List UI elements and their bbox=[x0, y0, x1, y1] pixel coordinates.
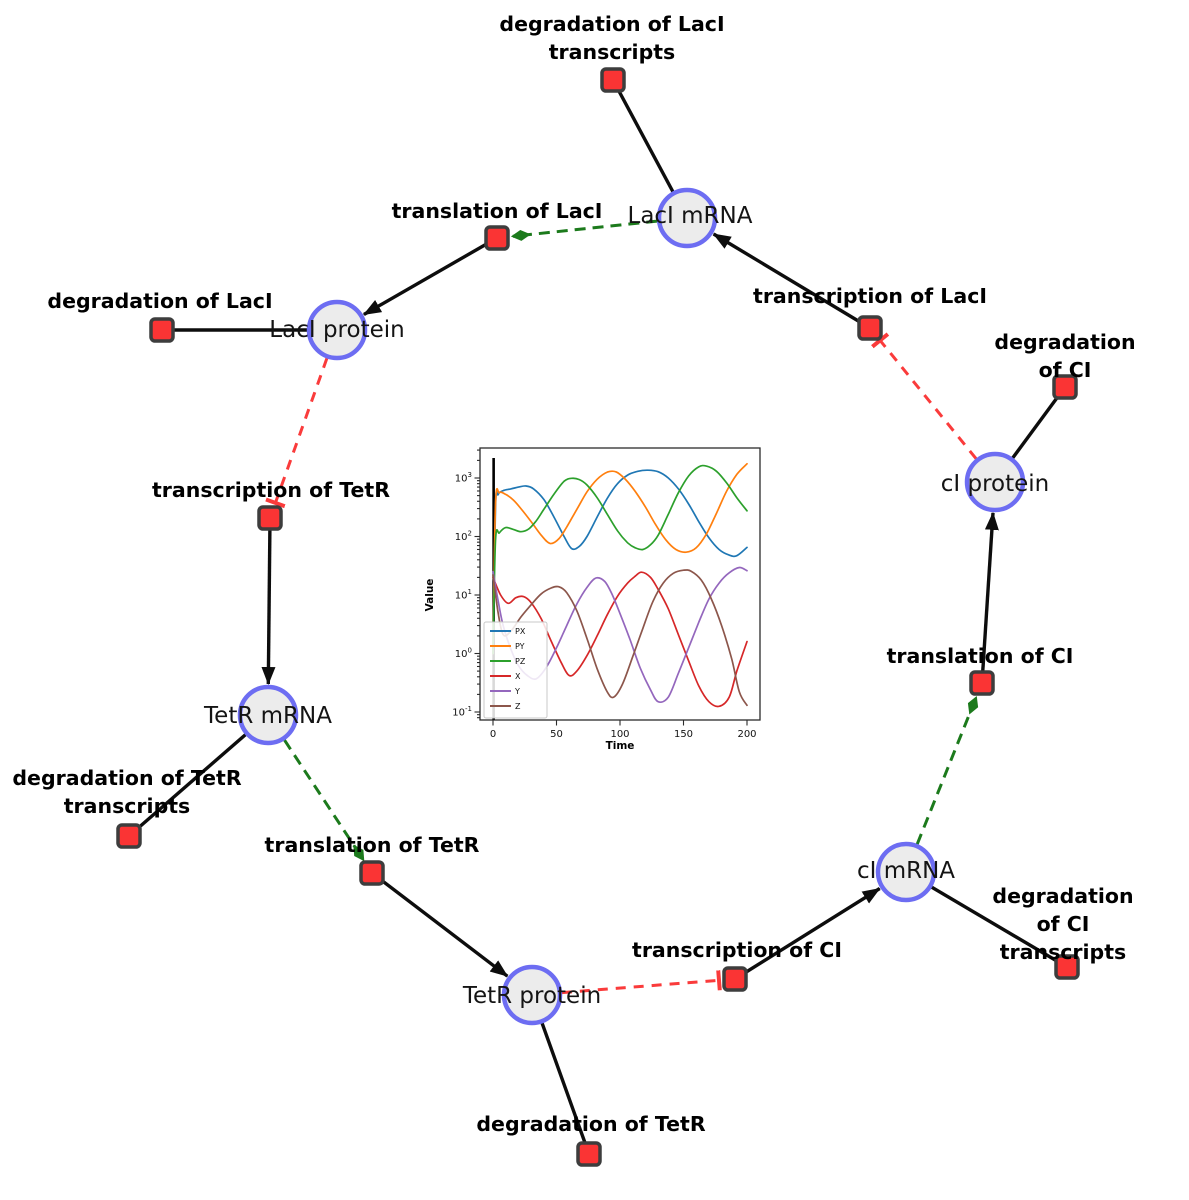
reaction-node-transcription-ci[interactable] bbox=[722, 966, 748, 992]
chart-x-axis-label: Time bbox=[606, 740, 635, 752]
species-node-ci-protein[interactable] bbox=[964, 451, 1026, 513]
reaction-node-degradation-tetr-transcripts[interactable] bbox=[116, 823, 142, 849]
chart-y-tick-label: 101 bbox=[455, 588, 472, 602]
edge-transcription-tetr-to-mrna bbox=[261, 517, 276, 685]
timecourse-inset-chart: 0 50 100 150 200 10-1 100 101 102 103 PX PY PZ XYZ T… bbox=[424, 447, 761, 752]
reaction-node-degradation-ci-transcripts[interactable] bbox=[1054, 954, 1080, 980]
reaction-node-degradation-tetr[interactable] bbox=[576, 1141, 602, 1167]
edge-lacimrna-modifies-translation bbox=[510, 219, 658, 241]
chart-y-axis-label: Value bbox=[424, 579, 436, 612]
chart-legend-label-Z: Z bbox=[515, 702, 521, 711]
chart-x-tick-label: 100 bbox=[610, 729, 629, 740]
chart-y-tick-label: 103 bbox=[455, 471, 472, 485]
chart-x-tick-label: 0 bbox=[490, 729, 496, 740]
chart-x-tick-label: 50 bbox=[550, 729, 563, 740]
chart-x-tick-label: 200 bbox=[737, 729, 756, 740]
chart-legend-label-PX: PX bbox=[515, 627, 526, 636]
chart-curve-PX bbox=[492, 469, 748, 655]
chart-curve-PY bbox=[492, 462, 748, 655]
chart-y-tick-label: 10-1 bbox=[452, 705, 472, 719]
species-node-laci-mrna[interactable] bbox=[656, 187, 718, 249]
edge-translation-ci-to-protein bbox=[980, 511, 999, 684]
reaction-node-degradation-ci[interactable] bbox=[1052, 374, 1078, 400]
chart-curve-X bbox=[492, 571, 748, 708]
chart-legend: PX PY PZ XYZ bbox=[483, 621, 548, 719]
reaction-node-translation-laci[interactable] bbox=[484, 225, 510, 251]
reaction-node-transcription-tetr[interactable] bbox=[257, 505, 283, 531]
edge-translation-tetr-to-protein bbox=[370, 871, 509, 978]
chart-legend-label-X: X bbox=[515, 672, 521, 681]
edge-transcription-ci-to-mrna bbox=[734, 887, 881, 981]
edge-translation-laci-to-protein bbox=[363, 236, 498, 316]
edge-tetrmrna-modifies-translation bbox=[283, 739, 365, 862]
edge-cimrna-modifies-translation bbox=[915, 695, 979, 845]
species-node-tetr-protein[interactable] bbox=[501, 964, 563, 1026]
edge-tetrmrna-degradation bbox=[127, 713, 270, 838]
species-node-tetr-mrna[interactable] bbox=[237, 684, 299, 746]
chart-legend-label-Y: Y bbox=[514, 687, 520, 696]
species-node-ci-mrna[interactable] bbox=[875, 841, 937, 903]
chart-legend-label-PY: PY bbox=[515, 642, 525, 651]
reaction-node-translation-ci[interactable] bbox=[969, 670, 995, 696]
reaction-node-degradation-laci[interactable] bbox=[149, 317, 175, 343]
chart-curve-PZ bbox=[492, 464, 748, 655]
chart-x-tick-label: 150 bbox=[674, 729, 693, 740]
edge-tetrprotein-inhibits-transcription-ci bbox=[561, 970, 722, 995]
edge-laciprotein-inhibits-transcription-tetr bbox=[265, 357, 329, 509]
reaction-node-transcription-laci[interactable] bbox=[857, 315, 883, 341]
edge-ciprotein-inhibits-transcription-laci bbox=[871, 332, 978, 460]
species-node-laci-protein[interactable] bbox=[306, 299, 368, 361]
chart-curve-Z bbox=[492, 569, 748, 707]
reaction-node-translation-tetr[interactable] bbox=[359, 860, 385, 886]
edge-cimrna-degradation bbox=[905, 870, 1068, 969]
chart-y-tick-label: 102 bbox=[455, 530, 472, 544]
chart-legend-label-PZ: PZ bbox=[515, 657, 526, 666]
chart-y-tick-label: 100 bbox=[455, 647, 472, 661]
edge-transcription-laci-to-mrna bbox=[712, 232, 871, 330]
reaction-node-degradation-laci-transcripts[interactable] bbox=[600, 67, 626, 93]
